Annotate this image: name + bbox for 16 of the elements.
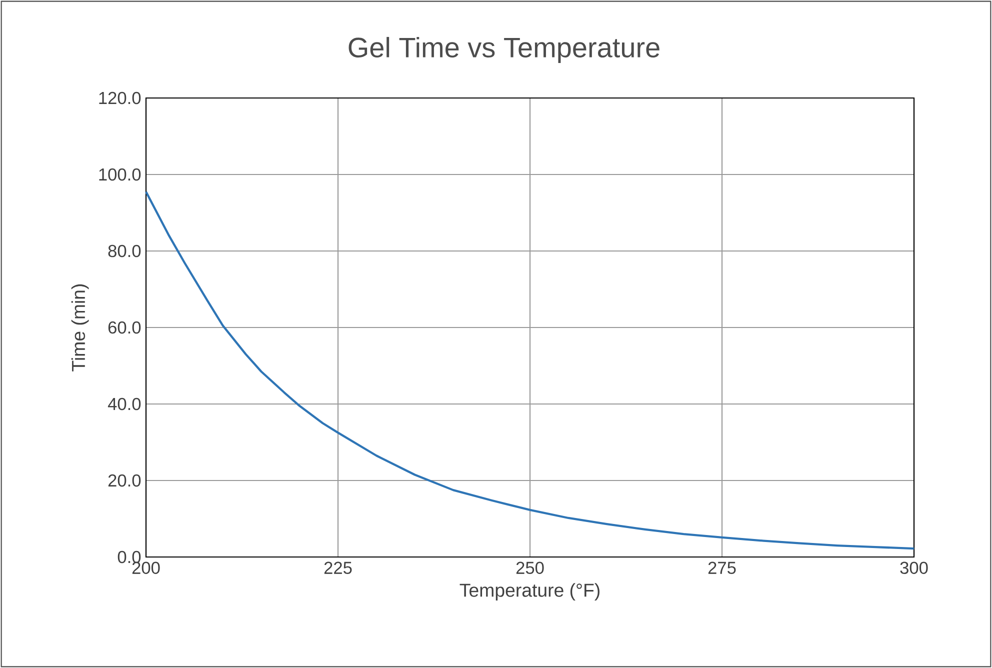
y-tick-label: 20.0 <box>108 474 141 487</box>
chart-title: Gel Time vs Temperature <box>348 36 660 64</box>
y-tick-label: 100.0 <box>99 168 141 181</box>
y-tick-label: 40.0 <box>108 398 141 410</box>
x-tick-label: 225 <box>324 562 352 574</box>
x-tick-label: 250 <box>516 562 544 574</box>
y-axis-title: Time (min) <box>71 284 89 372</box>
x-tick-label: 200 <box>132 562 160 574</box>
x-tick-label: 275 <box>708 562 736 574</box>
y-tick-label: 60.0 <box>108 321 141 334</box>
y-tick-label: 120.0 <box>99 92 141 104</box>
y-tick-label: 80.0 <box>108 244 141 258</box>
x-axis-title: Temperature (°F) <box>460 583 600 601</box>
line-series <box>144 190 916 550</box>
x-tick-label: 300 <box>900 562 928 574</box>
y-tick-label: 0.0 <box>118 550 141 564</box>
